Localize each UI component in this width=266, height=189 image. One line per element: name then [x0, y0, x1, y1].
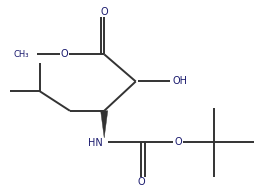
Text: O: O	[100, 7, 108, 17]
Polygon shape	[101, 111, 108, 138]
Text: CH₃: CH₃	[13, 50, 29, 59]
Text: HN: HN	[88, 138, 103, 148]
Text: O: O	[174, 137, 182, 147]
Text: O: O	[138, 177, 145, 187]
Text: O: O	[61, 49, 68, 59]
Text: OH: OH	[173, 77, 188, 86]
